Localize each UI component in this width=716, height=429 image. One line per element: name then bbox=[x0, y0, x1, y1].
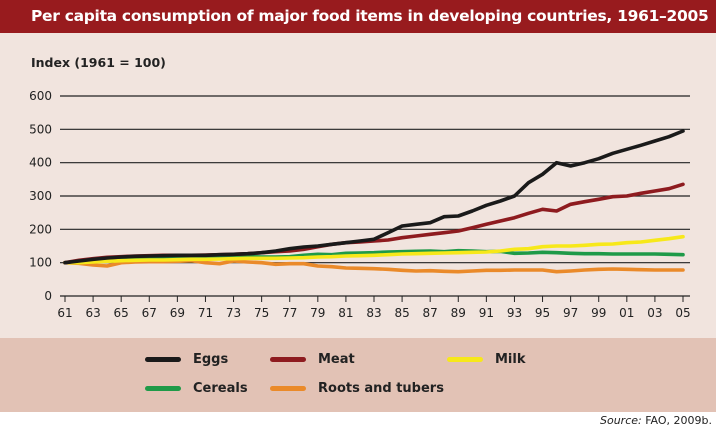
series-line-eggs bbox=[63, 129, 685, 265]
x-tick-label: 99 bbox=[591, 306, 606, 320]
legend-item-cereals: Cereals bbox=[145, 381, 248, 396]
y-tick-label: 300 bbox=[29, 189, 52, 203]
legend-swatch bbox=[145, 386, 181, 391]
y-tick-label: 400 bbox=[29, 156, 52, 170]
source-note: Source: FAO, 2009b. bbox=[600, 414, 712, 427]
series-line-cereals bbox=[63, 248, 685, 265]
legend-label: Roots and tubers bbox=[318, 381, 444, 396]
source-label: Source: bbox=[599, 414, 642, 427]
legend bbox=[0, 338, 716, 412]
x-tick-label: 89 bbox=[451, 306, 466, 320]
x-tick-label: 05 bbox=[675, 306, 690, 320]
y-tick-label: 600 bbox=[29, 89, 52, 103]
x-tick-label: 77 bbox=[282, 306, 297, 320]
legend-swatch bbox=[145, 357, 181, 362]
y-axis-label: Index (1961 = 100) bbox=[31, 55, 166, 70]
x-tick-label: 81 bbox=[338, 306, 353, 320]
y-tick-label: 200 bbox=[29, 222, 52, 236]
x-tick-label: 03 bbox=[647, 306, 662, 320]
legend-swatch bbox=[447, 357, 483, 362]
x-tick-label: 85 bbox=[394, 306, 409, 320]
legend-item-eggs: Eggs bbox=[145, 352, 228, 367]
y-tick-label: 100 bbox=[29, 256, 52, 270]
legend-item-milk: Milk bbox=[447, 352, 526, 367]
x-tick-label: 73 bbox=[226, 306, 241, 320]
x-tick-label: 79 bbox=[310, 306, 325, 320]
legend-item-roots-and-tubers: Roots and tubers bbox=[270, 381, 444, 396]
legend-label: Milk bbox=[495, 352, 526, 367]
legend-item-meat: Meat bbox=[270, 352, 355, 367]
x-tick-label: 95 bbox=[535, 306, 550, 320]
legend-swatch bbox=[270, 386, 306, 391]
x-tick-label: 87 bbox=[423, 306, 438, 320]
y-tick-label: 0 bbox=[44, 289, 52, 303]
x-tick-label: 61 bbox=[57, 306, 72, 320]
chart-title: Per capita consumption of major food ite… bbox=[0, 0, 716, 33]
x-tick-label: 01 bbox=[619, 306, 634, 320]
plot-background bbox=[0, 33, 716, 338]
legend-label: Eggs bbox=[193, 352, 229, 367]
y-tick-label: 500 bbox=[29, 122, 52, 136]
series-line-milk bbox=[63, 234, 685, 265]
x-tick-label: 71 bbox=[198, 306, 213, 320]
source-text: FAO, 2009b. bbox=[641, 414, 712, 427]
legend-swatch bbox=[270, 357, 306, 362]
x-tick-label: 75 bbox=[254, 306, 269, 320]
x-tick-label: 93 bbox=[507, 306, 522, 320]
x-tick-label: 65 bbox=[114, 306, 129, 320]
x-tick-label: 83 bbox=[366, 306, 381, 320]
x-tick-label: 63 bbox=[85, 306, 100, 320]
legend-label: Meat bbox=[318, 352, 355, 367]
x-tick-label: 67 bbox=[142, 306, 157, 320]
x-tick-label: 97 bbox=[563, 306, 578, 320]
legend-label: Cereals bbox=[193, 381, 248, 396]
x-tick-label: 69 bbox=[170, 306, 185, 320]
x-tick-label: 91 bbox=[479, 306, 494, 320]
